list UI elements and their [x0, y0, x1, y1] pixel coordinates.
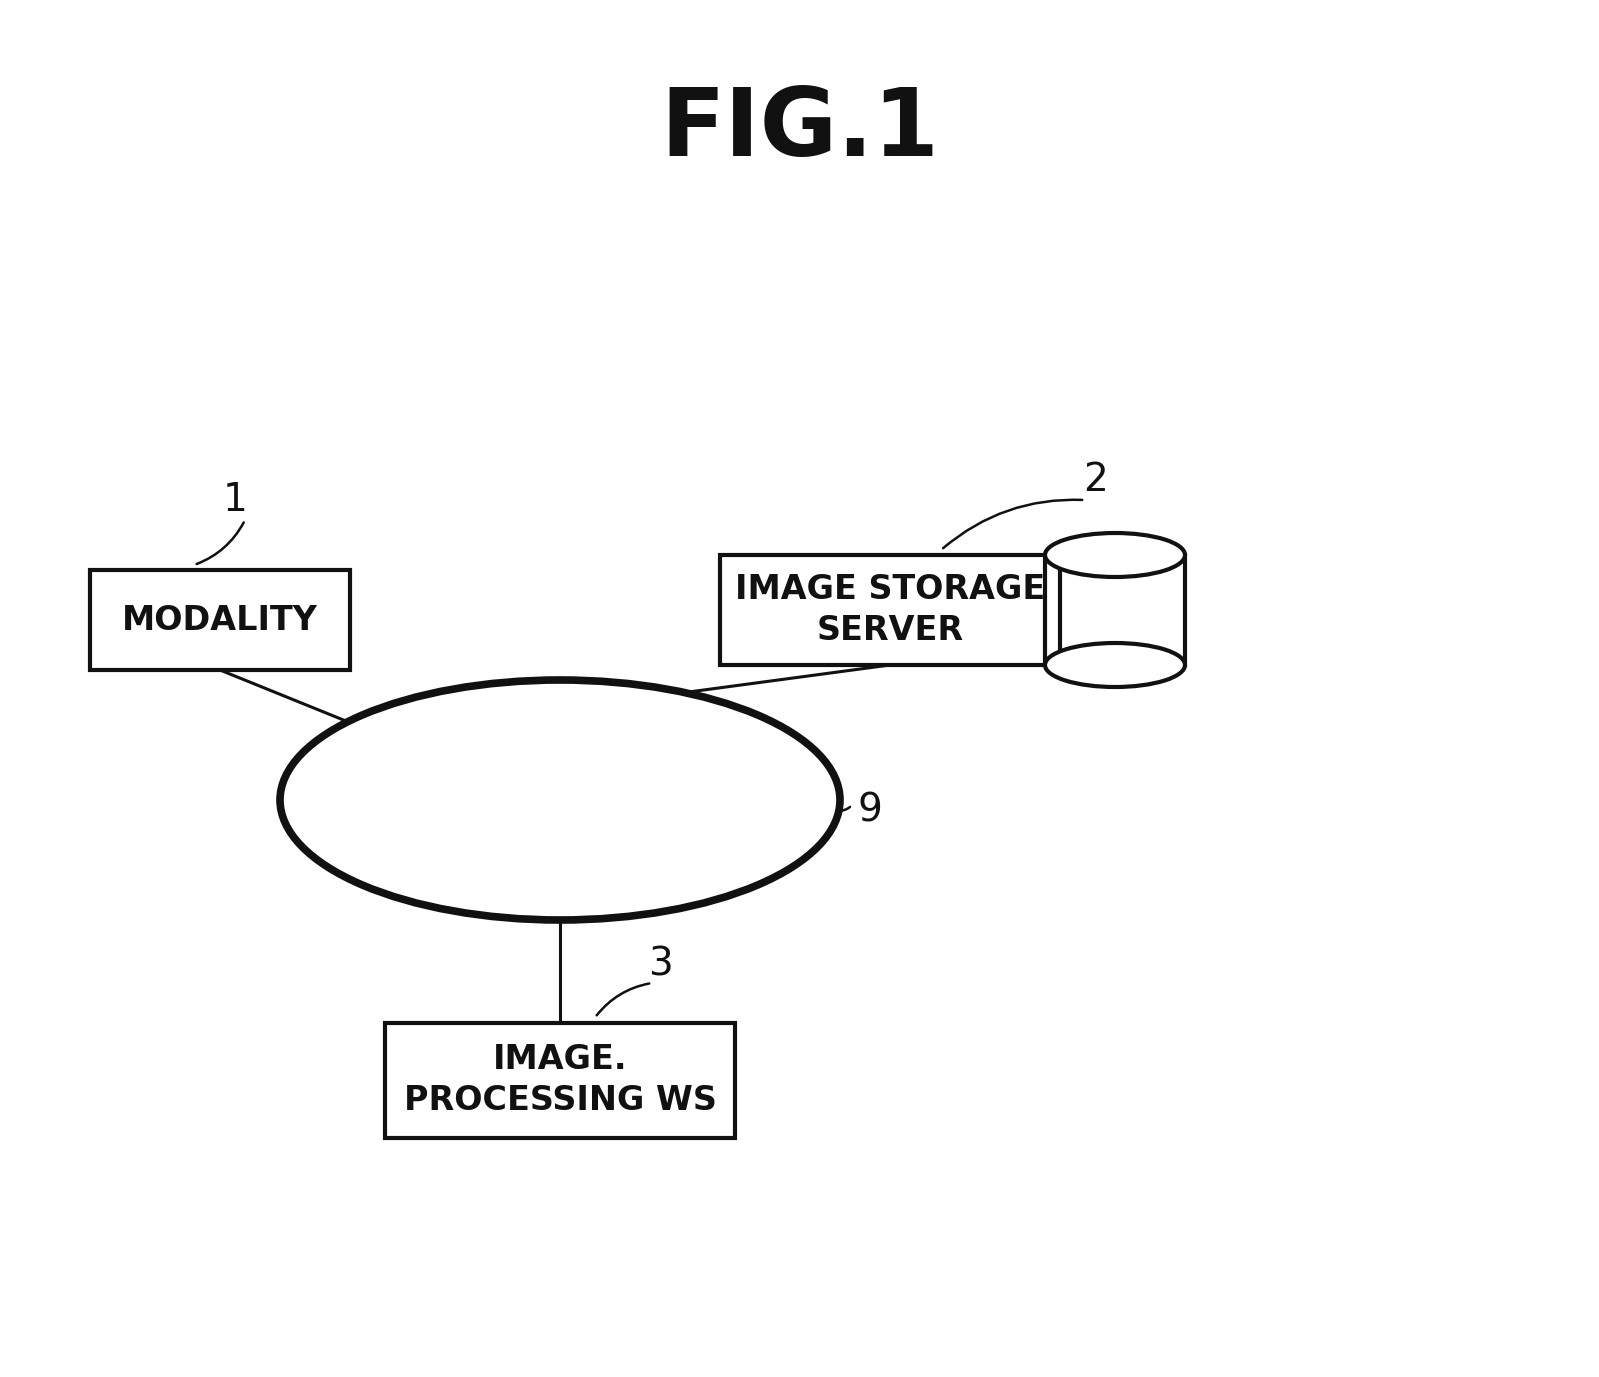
- Ellipse shape: [280, 680, 839, 920]
- Ellipse shape: [1046, 643, 1185, 687]
- Text: 9: 9: [857, 790, 883, 829]
- Text: FIG.1: FIG.1: [660, 84, 939, 176]
- Text: 1: 1: [222, 481, 248, 519]
- FancyBboxPatch shape: [720, 555, 1060, 665]
- Text: 2: 2: [1083, 461, 1108, 498]
- FancyBboxPatch shape: [385, 1023, 736, 1137]
- FancyBboxPatch shape: [90, 570, 350, 671]
- Text: IMAGE STORAGE
SERVER: IMAGE STORAGE SERVER: [736, 573, 1046, 647]
- Text: MODALITY: MODALITY: [122, 603, 318, 636]
- Text: IMAGE.
PROCESSING WS: IMAGE. PROCESSING WS: [403, 1044, 716, 1117]
- Text: 3: 3: [648, 946, 672, 985]
- Ellipse shape: [1046, 533, 1185, 577]
